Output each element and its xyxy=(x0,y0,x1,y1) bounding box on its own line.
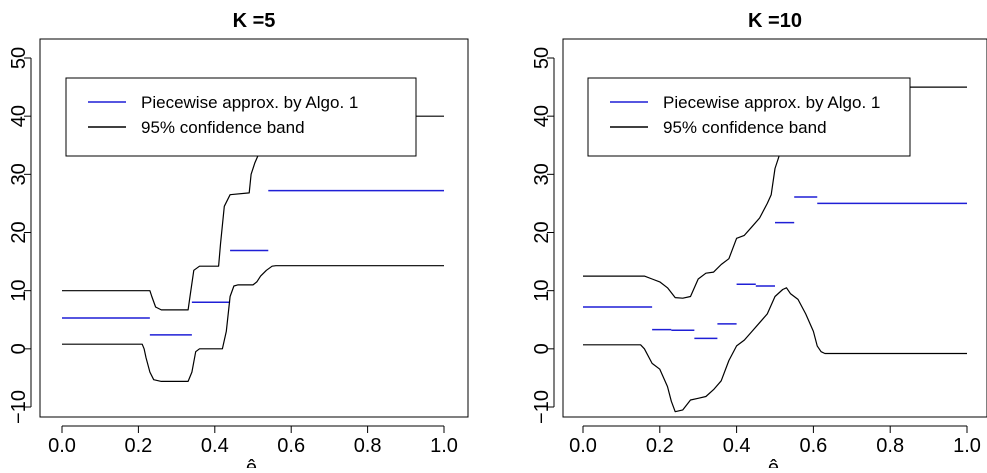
x-axis-label: êi xyxy=(246,457,260,468)
y-tick-label: −10 xyxy=(531,390,553,424)
legend-box xyxy=(65,77,417,157)
x-tick-label: 0.6 xyxy=(277,435,305,457)
legend-label: Piecewise approx. by Algo. 1 xyxy=(663,93,880,112)
x-tick-label: 0.0 xyxy=(48,435,76,457)
chart-title: K =10 xyxy=(748,10,802,32)
y-tick-label: 10 xyxy=(8,280,30,302)
confidence-band-lower xyxy=(583,287,967,413)
x-tick-label: 1.0 xyxy=(430,435,458,457)
x-tick-label: 0.8 xyxy=(354,435,382,457)
x-tick-label: 0.0 xyxy=(569,435,597,457)
x-tick-label: 1.0 xyxy=(953,435,981,457)
x-axis-label-main: ê xyxy=(246,457,257,468)
x-tick-label: 0.4 xyxy=(201,435,229,457)
x-axis-label-main: ê xyxy=(768,457,779,468)
plot-frame xyxy=(39,38,469,418)
x-tick-label: 0.8 xyxy=(876,435,904,457)
panel-k5: K =5 0.0 0.2 0.4 0.6 0.8 1.0 êi −10 0 10 20 30 40 50 Pi… xyxy=(8,10,469,473)
chart-title: K =5 xyxy=(233,10,276,32)
x-tick-label: 0.4 xyxy=(723,435,751,457)
y-tick-label: 30 xyxy=(531,163,553,185)
legend-label: 95% confidence band xyxy=(663,118,827,137)
y-tick-label: 20 xyxy=(531,221,553,243)
x-tick-label: 0.2 xyxy=(646,435,674,457)
plot-frame xyxy=(562,38,987,418)
confidence-band-lower xyxy=(62,265,444,382)
legend-box xyxy=(587,77,911,157)
y-tick-label: 50 xyxy=(531,47,553,69)
y-tick-label: 0 xyxy=(531,343,553,354)
x-axis-label: êi xyxy=(768,457,782,468)
y-tick-label: 40 xyxy=(531,105,553,127)
y-tick-label: 0 xyxy=(8,343,30,354)
y-tick-label: 40 xyxy=(8,105,30,127)
panel-k10: K =10 0.0 0.2 0.4 0.6 0.8 1.0 êi −10 0 10 20 30 40 50 P… xyxy=(531,10,987,473)
y-tick-label: 20 xyxy=(8,221,30,243)
legend-label: Piecewise approx. by Algo. 1 xyxy=(141,93,358,112)
x-tick-label: 0.2 xyxy=(124,435,152,457)
y-tick-label: 10 xyxy=(531,280,553,302)
y-tick-label: 50 xyxy=(8,47,30,69)
legend-label: 95% confidence band xyxy=(141,118,305,137)
x-tick-label: 0.6 xyxy=(799,435,827,457)
y-tick-label: −10 xyxy=(8,390,30,424)
y-tick-label: 30 xyxy=(8,163,30,185)
